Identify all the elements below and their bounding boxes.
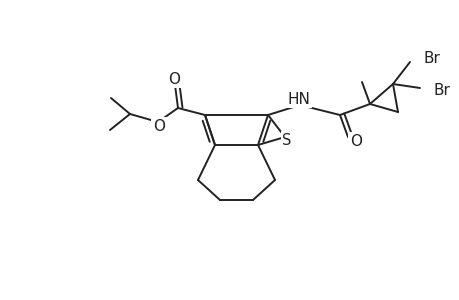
Text: O: O xyxy=(153,118,165,134)
Text: HN: HN xyxy=(287,92,310,106)
Text: O: O xyxy=(168,71,179,86)
Text: Br: Br xyxy=(433,82,450,98)
Text: Br: Br xyxy=(423,50,440,65)
Text: O: O xyxy=(349,134,361,148)
Text: S: S xyxy=(282,133,291,148)
